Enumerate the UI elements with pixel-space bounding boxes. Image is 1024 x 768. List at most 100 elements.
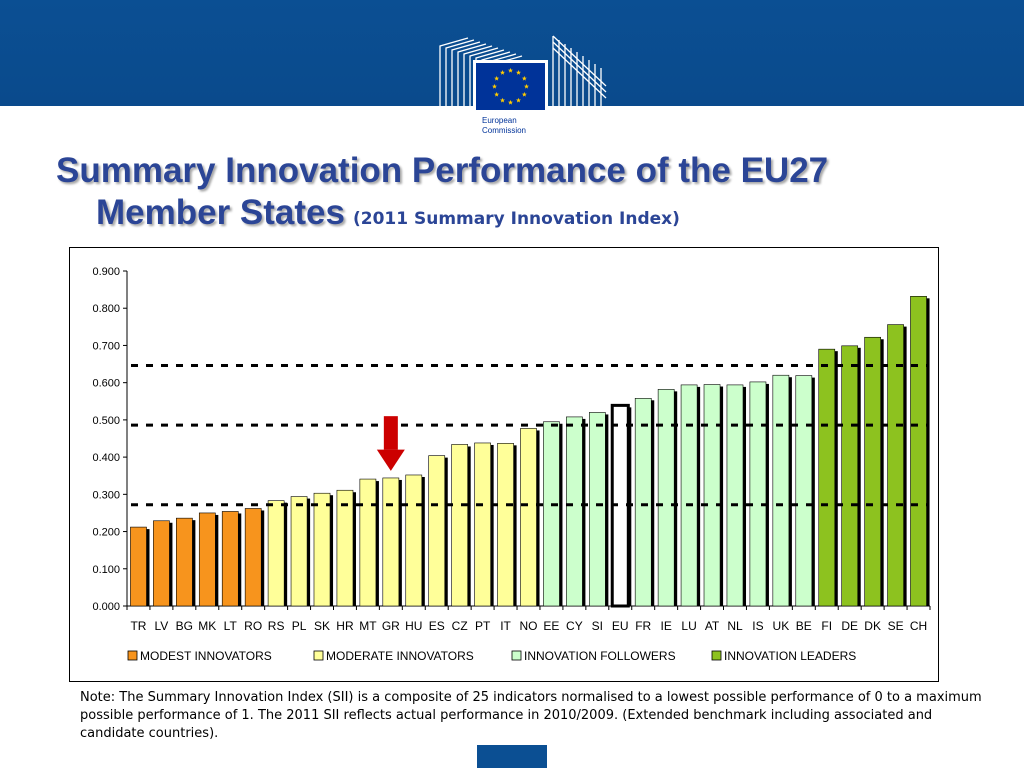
eu-stars-icon xyxy=(492,67,529,105)
y-tick-label: 0.800 xyxy=(92,303,120,315)
y-tick-label: 0.300 xyxy=(92,489,120,501)
legend-swatch xyxy=(511,650,522,661)
title-line-2-text: Member States xyxy=(96,193,345,232)
bar-mt xyxy=(359,478,377,607)
x-tick-label: LV xyxy=(155,619,169,633)
legend-swatch xyxy=(313,650,324,661)
x-tick-label: HR xyxy=(336,619,354,633)
x-tick-label: BG xyxy=(176,619,193,633)
bar-ie xyxy=(657,389,675,607)
legend-label: MODEST INNOVATORS xyxy=(140,649,272,663)
bar-mk xyxy=(198,512,216,607)
bar-tr xyxy=(130,526,147,607)
eu-star-icon xyxy=(508,99,513,105)
legend-swatch xyxy=(127,650,138,661)
x-tick-label: RO xyxy=(244,619,262,633)
x-tick-label: IS xyxy=(752,619,763,633)
bar-ch xyxy=(910,296,927,607)
x-tick-label: HU xyxy=(405,619,422,633)
x-tick-label: PL xyxy=(292,619,307,633)
european-commission-logo: European Commission xyxy=(439,35,607,142)
x-tick-label: CH xyxy=(910,619,927,633)
y-tick-label: 0.100 xyxy=(92,564,120,576)
x-tick-label: CZ xyxy=(452,619,468,633)
bar-lt xyxy=(221,511,239,607)
x-tick-label: AT xyxy=(705,619,720,633)
x-tick-label: FR xyxy=(635,619,651,633)
bar-fi xyxy=(818,348,836,607)
x-tick-label: EU xyxy=(612,619,629,633)
legend-label: INNOVATION LEADERS xyxy=(724,649,856,663)
bar-be xyxy=(795,375,813,607)
bar-lv xyxy=(153,520,170,607)
footer-tab xyxy=(477,745,547,768)
x-tick-label: RS xyxy=(268,619,285,633)
bar-cy xyxy=(566,416,583,607)
bar-ee xyxy=(543,421,560,607)
y-tick-label: 0.700 xyxy=(92,340,120,352)
eu-star-icon xyxy=(494,91,500,97)
bar-no xyxy=(520,428,537,607)
bar-es xyxy=(428,455,446,607)
svg-text:European: European xyxy=(482,116,517,125)
bar-gr xyxy=(382,477,400,607)
x-tick-label: MK xyxy=(198,619,216,633)
bar-ro xyxy=(244,508,262,607)
bar-rs xyxy=(267,500,285,607)
x-tick-label: PT xyxy=(475,619,491,633)
x-tick-label: GR xyxy=(382,619,400,633)
bar-de xyxy=(841,345,859,607)
bar-pl xyxy=(290,496,308,607)
bar-nl xyxy=(726,384,744,607)
y-tick-label: 0.400 xyxy=(92,452,120,464)
eu-star-icon xyxy=(492,83,497,89)
x-tick-label: TR xyxy=(130,619,146,633)
innovation-bar-chart: 0.000 0.100 0.200 0.300 0.400 0.500 0.600 0.700… xyxy=(92,266,931,663)
legend-label: INNOVATION FOLLOWERS xyxy=(524,649,676,663)
eu-star-icon xyxy=(524,83,529,89)
bar-fr xyxy=(634,398,652,607)
title-subtitle: (2011 Summary Innovation Index) xyxy=(352,209,680,229)
x-tick-label: IT xyxy=(500,619,511,633)
bar-at xyxy=(703,384,721,607)
bar-cz xyxy=(451,444,469,607)
eu-star-icon xyxy=(500,70,505,75)
bar-dk xyxy=(864,336,881,607)
bar-hr xyxy=(336,489,354,607)
bar-se xyxy=(887,324,904,607)
x-tick-label: BE xyxy=(796,619,812,633)
svg-text:Commission: Commission xyxy=(482,126,526,135)
x-tick-label: MT xyxy=(359,619,377,633)
x-tick-label: EE xyxy=(543,619,559,633)
eu-star-icon xyxy=(500,97,505,103)
highlight-arrow-shaft xyxy=(383,416,398,450)
eu-star-icon xyxy=(516,70,521,75)
y-tick-label: 0.200 xyxy=(92,527,120,539)
x-tick-label: DE xyxy=(841,619,858,633)
bar-sk xyxy=(313,492,331,607)
eu-star-icon xyxy=(521,91,527,97)
x-tick-label: DK xyxy=(864,619,881,633)
title-line-2: Member States (2011 Summary Innovation In… xyxy=(56,192,996,240)
eu-star-icon xyxy=(494,75,500,81)
legend-label: MODERATE INNOVATORS xyxy=(326,649,474,663)
bar-si xyxy=(588,412,606,607)
bar-is xyxy=(749,381,767,607)
x-tick-label: FI xyxy=(821,619,832,633)
y-tick-label: 0.600 xyxy=(92,378,120,390)
legend-swatch xyxy=(711,650,722,661)
x-tick-label: NO xyxy=(520,619,538,633)
chart-container: 0.000 0.100 0.200 0.300 0.400 0.500 0.600 0.700… xyxy=(69,247,939,682)
x-tick-label: SI xyxy=(592,619,603,633)
x-tick-label: ES xyxy=(429,619,445,633)
y-tick-label: 0.500 xyxy=(92,415,120,427)
title-line-1: Summary Innovation Performance of the EU… xyxy=(56,151,829,190)
bar-lu xyxy=(680,384,698,607)
eu-star-icon xyxy=(516,97,521,103)
footnote: Note: The Summary Innovation Index (SII)… xyxy=(80,690,982,741)
eu-star-icon xyxy=(508,67,513,73)
x-tick-label: SK xyxy=(314,619,330,633)
slide-title: Summary Innovation Performance of the EU… xyxy=(56,150,996,240)
x-tick-label: IE xyxy=(660,619,671,633)
bar-pt xyxy=(474,442,491,607)
